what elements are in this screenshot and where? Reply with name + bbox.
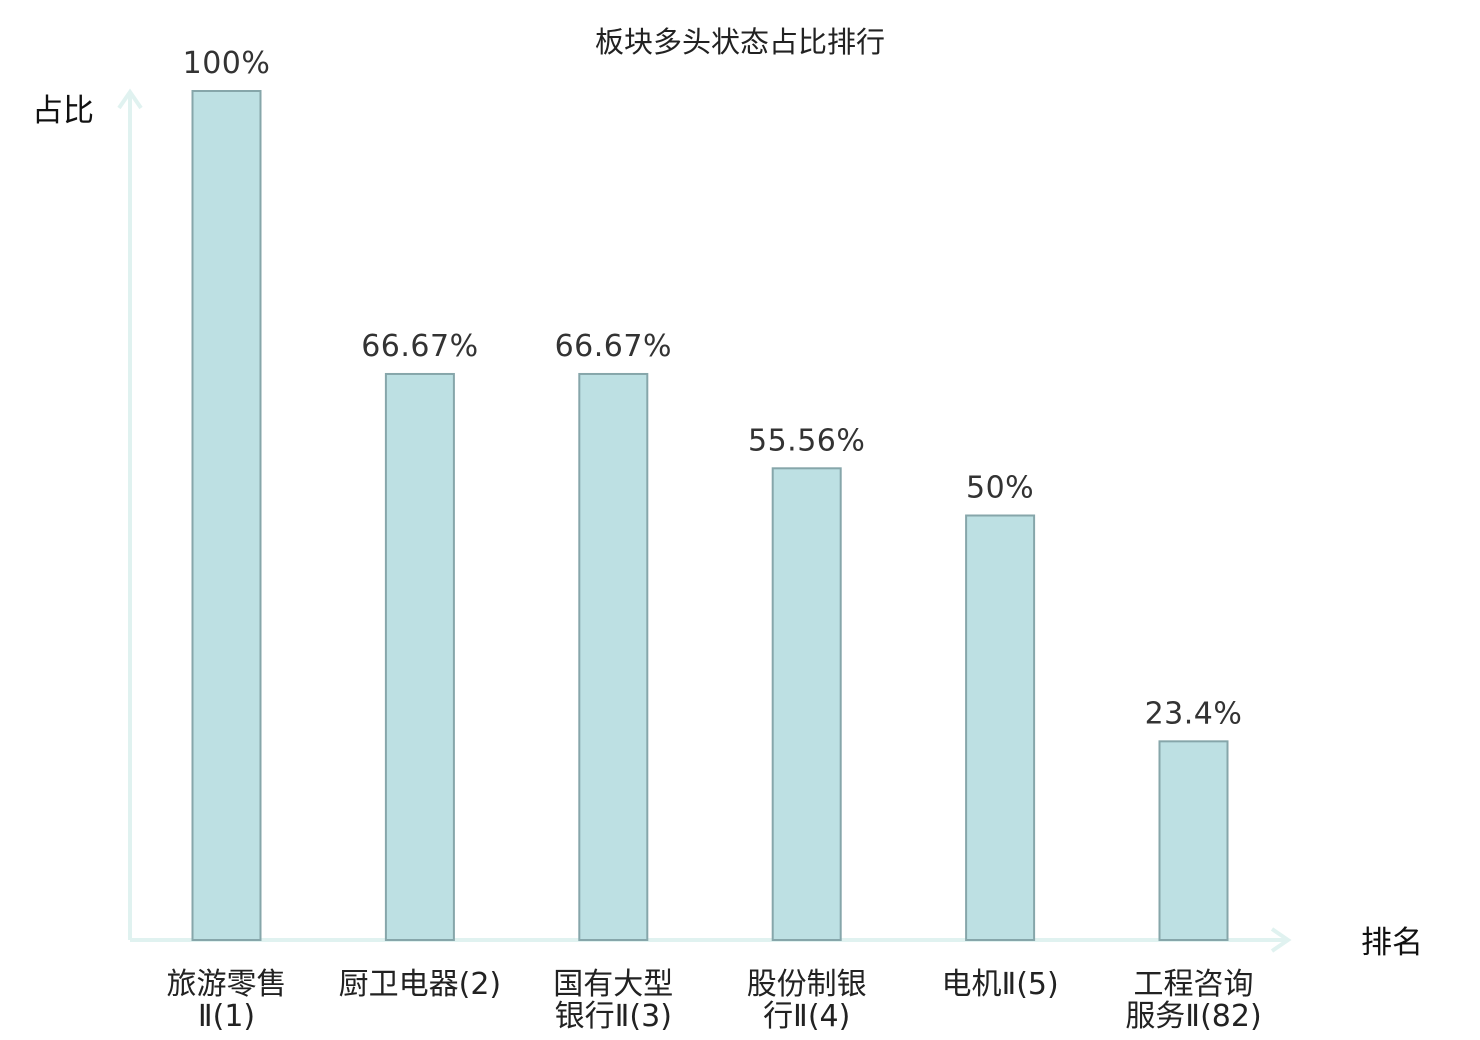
bar-4	[771, 467, 842, 941]
category-label-line: 厨卫电器(2)	[339, 967, 502, 1002]
category-label-line: 行Ⅱ(4)	[763, 999, 850, 1034]
category-label-2: 厨卫电器(2)	[339, 967, 502, 1002]
category-label-line: 股份制银	[747, 967, 867, 1002]
category-labels-group: 旅游零售 Ⅱ(1) 厨卫电器(2) 国有大型银行Ⅱ(3) 股份制银行Ⅱ(4) 电机Ⅱ(5)…	[167, 967, 1262, 1034]
bar-6	[1158, 740, 1229, 941]
value-label-4: 55.56%	[748, 423, 865, 458]
bars-group	[191, 90, 1229, 942]
category-label-line: 服务Ⅱ(82)	[1125, 999, 1261, 1034]
category-label-6: 工程咨询服务Ⅱ(82)	[1125, 967, 1261, 1034]
category-label-4: 股份制银行Ⅱ(4)	[747, 967, 867, 1034]
value-label-3: 66.67%	[555, 329, 672, 364]
bar-1	[191, 90, 262, 941]
category-label-5: 电机Ⅱ(5)	[941, 967, 1058, 1002]
value-labels-group: 100% 66.67% 66.67% 55.56% 50% 23.4%	[183, 46, 1243, 731]
value-label-2: 66.67%	[361, 329, 478, 364]
category-label-1: 旅游零售 Ⅱ(1)	[167, 967, 287, 1034]
y-axis	[117, 88, 143, 940]
x-axis-label: 排名	[1361, 925, 1423, 961]
x-axis	[130, 927, 1292, 953]
y-axis-label: 占比	[32, 93, 94, 129]
category-label-line: 国有大型	[553, 967, 673, 1002]
bar-3	[578, 372, 649, 942]
value-label-6: 23.4%	[1145, 696, 1243, 731]
chart-title: 板块多头状态占比排行	[595, 25, 885, 59]
bar-2	[384, 372, 455, 942]
value-label-5: 50%	[966, 471, 1034, 506]
category-label-3: 国有大型银行Ⅱ(3)	[553, 967, 673, 1034]
category-label-line: 银行Ⅱ(3)	[555, 999, 672, 1034]
category-label-line: 工程咨询	[1134, 967, 1254, 1002]
category-label-line: Ⅱ(1)	[198, 999, 255, 1034]
value-label-1: 100%	[183, 46, 271, 81]
bar-5	[965, 514, 1036, 941]
category-label-line: 旅游零售	[167, 967, 287, 1002]
category-label-line: 电机Ⅱ(5)	[941, 967, 1058, 1002]
